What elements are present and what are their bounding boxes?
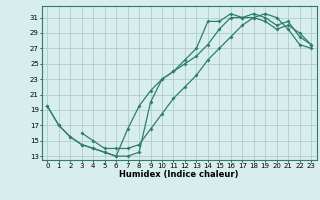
- X-axis label: Humidex (Indice chaleur): Humidex (Indice chaleur): [119, 170, 239, 179]
